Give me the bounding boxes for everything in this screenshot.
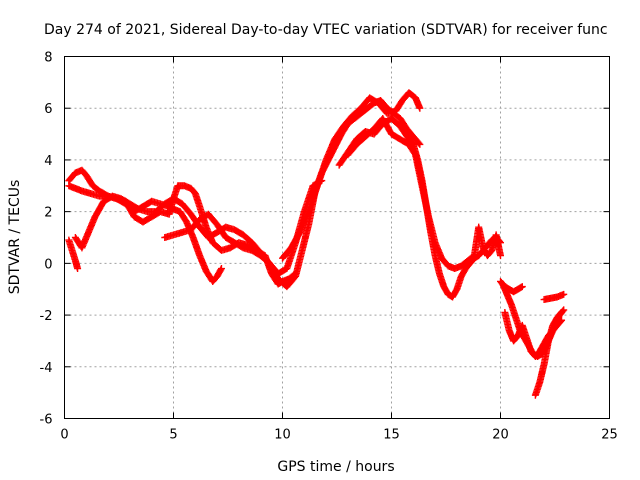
y-tick-label: 4 <box>44 154 52 169</box>
y-tick-label: -6 <box>40 413 53 428</box>
series-track-h <box>344 115 504 273</box>
data-point <box>74 265 82 273</box>
grid <box>64 56 610 419</box>
x-tick-label: 25 <box>601 428 618 443</box>
plot-frame <box>64 56 610 419</box>
x-axis-title: GPS time / hours <box>277 459 394 475</box>
data-points <box>65 89 568 399</box>
y-tick-label: -2 <box>40 309 53 324</box>
data-point <box>558 308 566 316</box>
axis-ticks: 0 5 10 15 20 25 -6 -4 -2 0 2 4 6 8 <box>40 51 618 443</box>
data-point <box>416 104 424 112</box>
y-tick-label: 0 <box>44 257 52 272</box>
x-tick-label: 15 <box>383 428 400 443</box>
data-point <box>560 290 568 298</box>
series-track-k <box>497 277 526 296</box>
x-tick-label: 5 <box>169 428 177 443</box>
series-track-d <box>65 236 82 273</box>
data-point <box>557 310 565 318</box>
series-track-l <box>531 308 566 399</box>
series-track-m <box>540 290 568 304</box>
series-track-c <box>71 177 326 278</box>
y-axis-title: SDTVAR / TECUs <box>7 180 23 295</box>
data-point <box>217 266 225 274</box>
data-point <box>217 265 225 273</box>
y-tick-label: 2 <box>44 206 52 221</box>
y-tick-label: 6 <box>44 102 52 117</box>
y-tick-label: -4 <box>40 361 53 376</box>
data-point <box>415 139 423 147</box>
x-tick-label: 10 <box>274 428 291 443</box>
y-tick-label: 8 <box>44 51 52 66</box>
data-point <box>518 283 526 291</box>
series-track-j <box>501 308 566 360</box>
chart-title: Day 274 of 2021, Sidereal Day-to-day VTE… <box>44 22 608 38</box>
data-point <box>416 140 424 148</box>
x-tick-label: 0 <box>60 428 68 443</box>
series-track-f <box>279 89 424 262</box>
data-point <box>497 252 504 260</box>
x-tick-label: 20 <box>492 428 509 443</box>
